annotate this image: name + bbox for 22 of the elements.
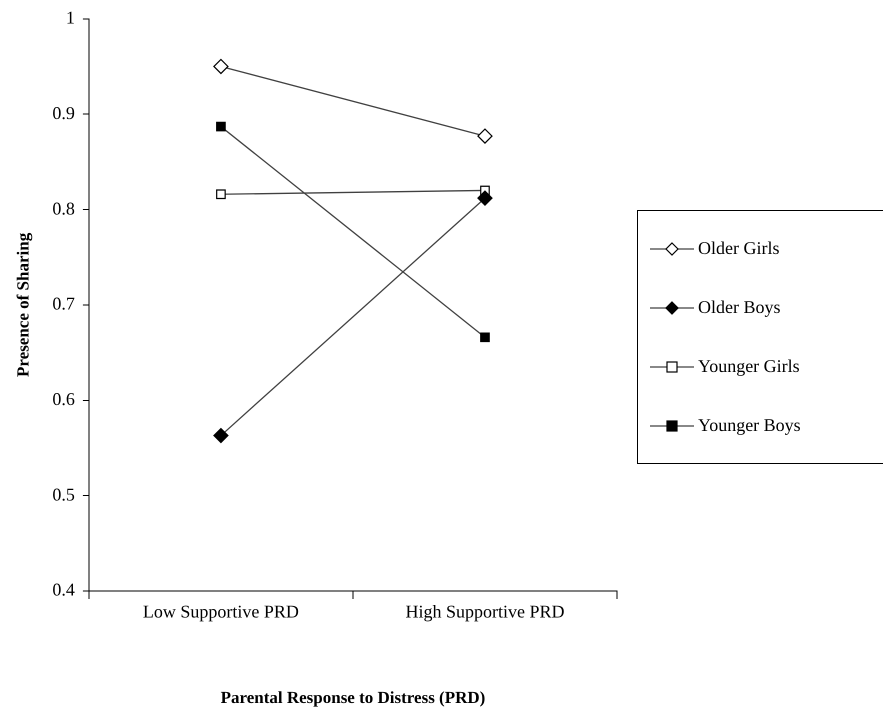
legend-label: Older Boys xyxy=(698,297,780,318)
y-tick-label: 0.5 xyxy=(52,484,75,504)
legend-label: Younger Boys xyxy=(698,415,801,436)
y-tick-label: 1 xyxy=(66,8,75,28)
point xyxy=(216,189,226,200)
point xyxy=(477,190,493,206)
legend-label: Older Girls xyxy=(698,238,780,259)
legend-label: Younger Girls xyxy=(698,356,800,377)
point xyxy=(213,428,229,444)
y-tick-label: 0.8 xyxy=(52,198,75,218)
x-axis-title: Parental Response to Distress (PRD) xyxy=(220,688,486,708)
point xyxy=(216,122,226,132)
y-tick-label: 0.6 xyxy=(52,389,75,409)
y-tick-label: 0.9 xyxy=(52,102,75,123)
y-tick-label: 0.4 xyxy=(52,580,75,600)
y-tick-label: 0.7 xyxy=(52,294,75,314)
point xyxy=(480,332,490,342)
x-tick-label: Low Supportive PRD xyxy=(142,602,299,622)
x-tick-label: High Supportive PRD xyxy=(405,602,564,622)
point xyxy=(213,58,229,74)
point xyxy=(477,128,493,144)
y-axis-title: Presence of Sharing xyxy=(14,232,33,377)
